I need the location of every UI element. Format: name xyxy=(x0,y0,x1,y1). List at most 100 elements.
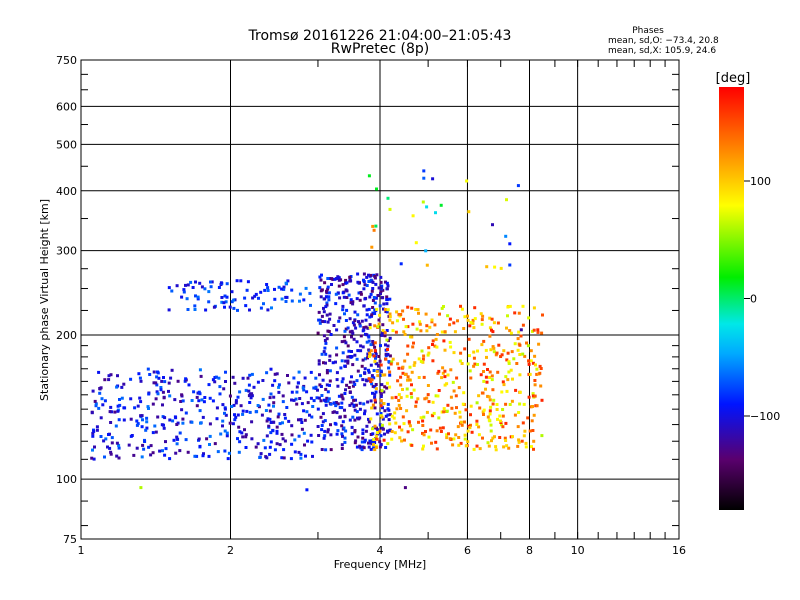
data-point xyxy=(530,445,533,449)
data-point xyxy=(273,297,277,301)
data-point xyxy=(257,296,260,300)
data-point xyxy=(269,431,273,435)
data-point xyxy=(136,422,140,426)
data-point xyxy=(162,396,166,400)
data-point xyxy=(370,374,374,378)
data-point xyxy=(355,357,359,361)
data-point xyxy=(283,416,287,420)
data-point xyxy=(384,446,388,449)
data-point xyxy=(210,280,214,284)
data-point xyxy=(524,441,528,445)
data-point xyxy=(350,395,354,399)
data-point xyxy=(473,317,477,321)
data-point xyxy=(352,403,356,407)
data-point xyxy=(290,398,293,402)
data-point xyxy=(236,395,240,399)
data-point xyxy=(394,421,398,425)
data-point xyxy=(215,417,219,421)
data-point xyxy=(529,349,533,353)
data-point xyxy=(405,394,409,398)
data-point xyxy=(335,432,339,436)
data-point xyxy=(436,371,440,375)
data-point xyxy=(197,437,201,441)
data-point xyxy=(328,354,332,358)
data-point xyxy=(324,403,328,407)
data-point xyxy=(422,415,426,419)
data-point xyxy=(513,413,517,417)
data-point xyxy=(452,351,456,355)
data-point xyxy=(445,436,449,440)
data-point xyxy=(144,428,148,432)
data-point xyxy=(390,430,394,433)
data-point xyxy=(345,296,349,299)
data-point xyxy=(311,454,314,458)
data-point xyxy=(332,324,336,327)
data-point xyxy=(439,203,443,207)
data-point xyxy=(475,423,479,426)
data-point xyxy=(421,200,425,204)
data-point xyxy=(387,418,391,422)
data-point xyxy=(481,436,484,440)
data-point xyxy=(275,429,279,433)
data-point xyxy=(363,371,367,375)
y-tick-label: 500 xyxy=(56,138,77,151)
data-point xyxy=(198,444,202,448)
data-point xyxy=(278,443,282,447)
data-point xyxy=(232,298,236,302)
data-point xyxy=(367,174,371,178)
data-point xyxy=(92,429,96,433)
data-point xyxy=(92,457,96,461)
data-point xyxy=(122,418,126,422)
data-point xyxy=(293,450,297,454)
data-point xyxy=(141,418,144,422)
data-point xyxy=(451,443,455,447)
data-point xyxy=(367,377,371,381)
data-point xyxy=(159,386,163,389)
data-point xyxy=(348,391,352,394)
data-point xyxy=(421,357,425,361)
data-point xyxy=(184,283,187,287)
data-point xyxy=(265,283,269,286)
data-point xyxy=(259,452,263,456)
data-point xyxy=(102,439,106,443)
data-point xyxy=(365,424,369,428)
data-point xyxy=(320,288,324,292)
data-point xyxy=(440,306,444,310)
data-point xyxy=(265,456,269,460)
data-point xyxy=(234,401,238,405)
data-point xyxy=(367,339,371,343)
data-point xyxy=(352,337,356,341)
data-point xyxy=(195,454,199,458)
data-point xyxy=(460,362,464,365)
data-point xyxy=(326,430,330,434)
data-point xyxy=(406,325,410,329)
data-point xyxy=(326,277,330,280)
data-point xyxy=(517,411,521,414)
data-point xyxy=(340,447,344,450)
data-point xyxy=(358,322,362,326)
data-point xyxy=(350,425,354,429)
data-point xyxy=(99,416,103,420)
data-point xyxy=(198,368,202,372)
data-point xyxy=(331,410,335,414)
data-point xyxy=(297,434,301,438)
data-point xyxy=(370,289,374,293)
data-point xyxy=(245,288,249,292)
data-point xyxy=(136,404,140,408)
data-point xyxy=(322,398,326,402)
data-point xyxy=(225,295,229,299)
data-point xyxy=(445,433,449,437)
data-point xyxy=(335,411,339,415)
data-point xyxy=(373,345,377,349)
data-point xyxy=(381,323,385,327)
data-point xyxy=(421,447,425,451)
colorbar-tick-label: 0 xyxy=(750,293,757,306)
data-point xyxy=(201,415,205,419)
data-point xyxy=(529,359,533,363)
data-point xyxy=(208,443,211,446)
data-point xyxy=(373,301,377,305)
data-point xyxy=(407,378,411,382)
data-point xyxy=(373,398,377,402)
data-point xyxy=(303,376,307,380)
data-point xyxy=(384,357,388,361)
